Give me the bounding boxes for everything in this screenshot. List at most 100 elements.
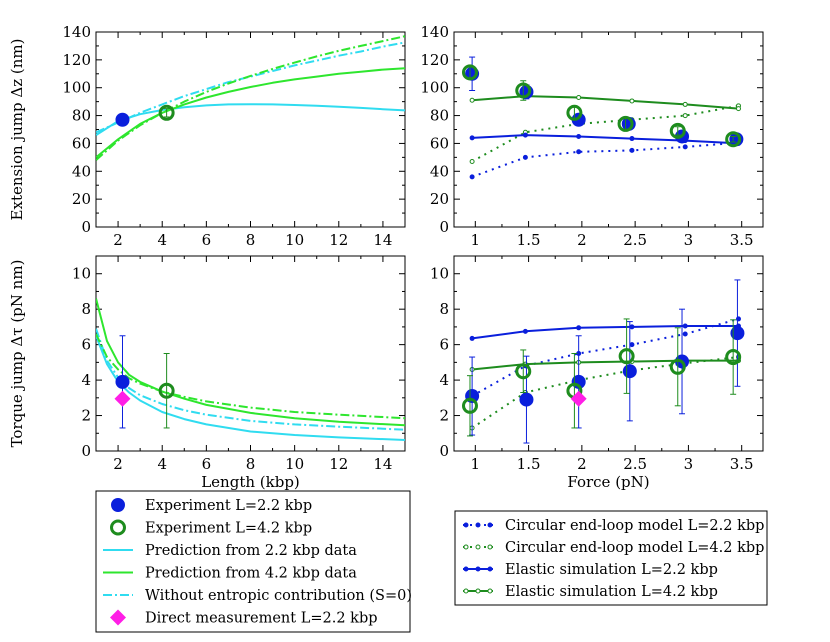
series-line [472,134,739,145]
x-tick-label: 8 [246,455,256,473]
x-tick-label: 6 [202,231,212,249]
plot-frame [453,255,764,452]
series-line [96,298,405,427]
x-tick-label: 1.5 [517,455,541,473]
series-line [471,356,739,429]
x-tick-label: 3.5 [730,231,754,249]
x-tick-label: 10 [285,231,304,249]
legend-dot-sample [475,566,481,572]
x-tick-label: 2.5 [623,455,647,473]
x-tick-label: 12 [329,455,348,473]
y-tick-label: 20 [72,190,91,208]
data-point [515,363,532,380]
series-point [682,331,688,337]
legend-dot-sample [463,566,469,572]
plot-frame [95,31,406,228]
y-tick-label: 0 [439,442,449,460]
y-axis-label: Torque jump Δτ (pN nm) [8,260,26,448]
y-tick-label: 20 [430,190,449,208]
y-tick-label: 0 [439,218,449,236]
y-tick-label: 2 [439,407,449,425]
x-tick-label: 3 [684,455,694,473]
legend-dot-sample [475,588,481,594]
x-tick-label: 2 [113,231,123,249]
series-point [682,101,688,107]
legend-label: Experiment L=2.2 kbp [145,498,312,514]
series-point [629,136,635,142]
y-tick-label: 60 [430,134,449,152]
x-tick-label: 10 [285,455,304,473]
legend-dot-sample [487,566,493,572]
y-tick-label: 6 [81,336,91,354]
x-tick-label: 2 [577,455,587,473]
y-tick-label: 120 [62,51,91,69]
series-point [629,342,635,348]
legend-label: Elastic simulation L=2.2 kbp [505,562,718,578]
data-point [570,390,587,407]
series-point [522,154,528,160]
series-lines [469,93,741,180]
series-line [96,67,405,159]
series-point [629,147,635,153]
y-tick-label: 10 [72,265,91,283]
legend-dot-sample [487,522,493,528]
legend-right: Circular end-loop model L=2.2 kbp Circula… [454,510,768,606]
x-axis-label: Length (kbp) [201,473,300,491]
series-point [682,113,688,119]
x-tick-label: 14 [373,455,392,473]
data-point [461,397,478,414]
y-tick-label: 4 [81,371,91,389]
data-point [115,374,130,389]
data-point [115,112,130,127]
x-tick-label: 2.5 [623,231,647,249]
series-point [735,106,741,112]
legend-dot-sample [463,588,469,594]
x-tick-label: 1 [471,231,481,249]
series-line [96,333,405,420]
data-point [730,326,745,341]
series-point [469,159,475,165]
y-tick-label: 80 [430,107,449,125]
x-tick-label: 12 [329,231,348,249]
series-point [522,328,528,334]
data-point [571,112,586,127]
legend-marker [110,609,126,626]
legend-label: Elastic simulation L=4.2 kbp [505,584,718,600]
data-point [617,115,634,132]
y-tick-label: 8 [81,300,91,318]
series-line [96,103,405,136]
series-line [471,359,739,371]
data-point [725,131,742,148]
legend-label: Circular end-loop model L=4.2 kbp [505,540,764,556]
data-point [622,364,637,379]
legend-dot-sample [475,522,481,528]
chart-torque_vs_force: 1 1.5 2 2.5 3 3.5 0 2 4 6 8 10 Force (pN) [430,255,764,491]
x-tick-label: 1.5 [517,231,541,249]
data-point [725,349,742,366]
legend-label: Circular end-loop model L=2.2 kbp [505,518,764,534]
data-point [669,358,686,375]
series-line [471,104,739,163]
data-point [618,348,635,365]
data-point [158,104,175,121]
series-markers [461,279,745,444]
data-point [566,104,583,121]
y-tick-label: 100 [420,79,449,97]
series-line [96,35,405,161]
data-point [158,382,175,399]
y-tick-label: 120 [420,51,449,69]
series-lines [96,35,405,161]
series-point [469,135,475,141]
series-line [471,317,739,397]
series-markers [461,56,744,148]
legend-box [454,510,768,606]
data-point [461,64,478,81]
series-point [469,174,475,180]
x-tick-label: 8 [246,231,256,249]
legend-label: Without entropic contribution (S=0) [145,588,412,604]
legend-dot-sample [487,544,493,550]
series-point [682,323,688,329]
legend-label: Prediction from 4.2 kbp data [145,566,357,582]
